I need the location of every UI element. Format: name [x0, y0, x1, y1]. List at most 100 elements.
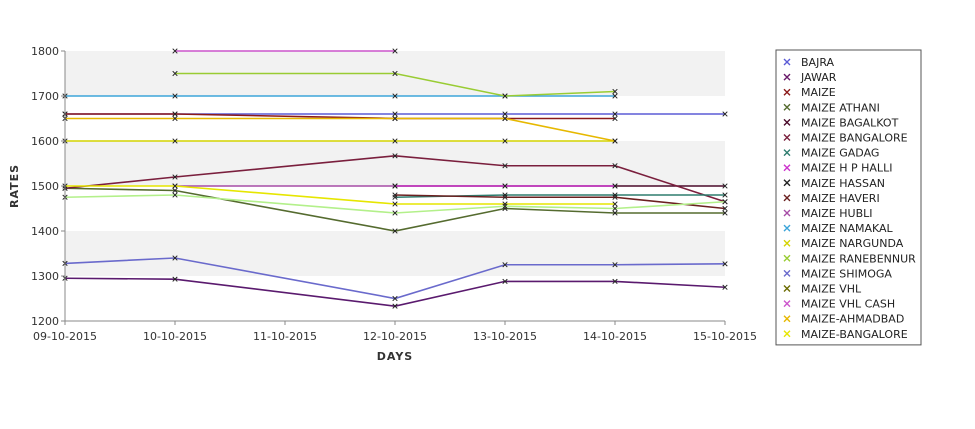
data-point: [392, 210, 398, 216]
data-point: [392, 93, 398, 99]
x-tick-label: 13-10-2015: [473, 330, 537, 343]
data-point: [172, 255, 178, 261]
legend-label: MAIZE ATHANI: [801, 101, 880, 114]
legend-item: JAWAR: [783, 71, 837, 84]
data-point: [722, 261, 728, 267]
data-point: [502, 183, 508, 189]
legend-label: MAIZE HUBLI: [801, 207, 872, 220]
y-tick-label: 1500: [31, 180, 59, 193]
legend-item: MAIZE NAMAKAL: [783, 222, 894, 235]
data-point: [502, 194, 508, 200]
data-point: [502, 115, 508, 122]
legend-item: MAIZE HUBLI: [783, 207, 872, 220]
data-point: [502, 203, 508, 209]
series-16: [172, 48, 398, 54]
data-point: [612, 205, 618, 212]
x-axis-title: DAYS: [377, 350, 413, 363]
series-9: [392, 192, 728, 212]
legend-marker: [783, 285, 791, 292]
data-point: [392, 48, 398, 54]
y-tick-label: 1700: [31, 90, 59, 103]
legend-marker: [783, 58, 791, 66]
series-13: [172, 70, 618, 99]
data-point: [392, 295, 398, 302]
legend-label: MAIZE HASSAN: [801, 177, 885, 190]
data-point: [612, 88, 618, 95]
y-tick-label: 1600: [31, 135, 59, 148]
legend-marker: [783, 269, 791, 277]
data-point: [172, 48, 178, 54]
y-tick-label: 1300: [31, 270, 59, 283]
legend-marker: [783, 118, 791, 126]
data-point: [502, 278, 508, 285]
data-point: [612, 183, 618, 189]
data-point: [612, 278, 618, 285]
data-point: [612, 138, 618, 144]
data-point: [392, 303, 398, 309]
data-point: [172, 111, 178, 117]
data-point: [502, 111, 508, 117]
legend-item: MAIZE ATHANI: [783, 101, 880, 114]
data-point: [392, 228, 398, 234]
data-point: [612, 115, 618, 122]
legend-item: MAIZE BAGALKOT: [783, 116, 899, 129]
legend-label: MAIZE H P HALLI: [801, 162, 892, 175]
series-line: [394, 194, 726, 210]
data-point: [502, 262, 508, 268]
legend-item: MAIZE GADAG: [783, 147, 879, 160]
data-point: [392, 192, 398, 198]
grid-band: [65, 141, 725, 186]
x-tick-labels: 09-10-2015 10-10-2015 11-10-2015 12-10-2015…: [33, 321, 757, 343]
y-tick-label: 1400: [31, 225, 59, 238]
series-18: [62, 183, 618, 207]
legend-label: MAIZE SHIMOGA: [801, 267, 892, 280]
series-17: [62, 115, 618, 144]
legend-item: MAIZE SHIMOGA: [783, 267, 892, 280]
data-point: [612, 194, 618, 200]
grid-band: [65, 231, 725, 276]
data-point: [612, 201, 618, 207]
x-tick-label: 11-10-2015: [253, 330, 317, 343]
data-point: [722, 205, 728, 212]
y-tick-label: 1800: [31, 45, 59, 58]
x-tick-label: 12-10-2015: [363, 330, 427, 343]
legend-marker: [783, 88, 791, 96]
legend-label: MAIZE-AHMADBAD: [801, 313, 904, 326]
data-point: [392, 201, 398, 207]
legend-marker: [783, 179, 791, 187]
series-line: [64, 257, 726, 300]
data-point: [502, 163, 508, 169]
x-tick-label: 10-10-2015: [143, 330, 207, 343]
series-14: [62, 255, 728, 302]
legend-marker: [783, 164, 791, 172]
legend-item: MAIZE VHL CASH: [783, 298, 895, 311]
data-point: [722, 210, 728, 216]
legend-label: MAIZE GADAG: [801, 147, 879, 160]
legend-label: MAIZE NAMAKAL: [801, 222, 894, 235]
legend: BAJRA JAWAR MAIZE MAIZE ATHANI MAIZE BAGALKO…: [775, 49, 922, 346]
data-point: [172, 187, 178, 194]
legend-item: BAJRA: [783, 56, 835, 69]
data-point: [502, 93, 508, 99]
legend-marker: [783, 149, 791, 157]
legend-label: MAIZE VHL CASH: [801, 298, 895, 311]
legend-item: MAIZE VHL: [783, 283, 862, 296]
data-point: [612, 111, 618, 117]
data-point: [172, 276, 178, 282]
series-line: [64, 194, 726, 214]
legend-item: MAIZE H P HALLI: [783, 162, 892, 175]
data-point: [722, 199, 728, 205]
legend-marker: [783, 300, 791, 308]
legend-item: MAIZE BANGALORE: [783, 132, 908, 145]
legend-marker: [783, 103, 791, 111]
legend-item: MAIZE NARGUNDA: [783, 237, 904, 250]
data-point: [392, 70, 398, 77]
data-point: [172, 192, 178, 198]
data-point: [722, 284, 728, 290]
y-axis-title: RATES: [8, 164, 21, 208]
legend-box: [775, 49, 922, 346]
legend-marker: [783, 134, 791, 141]
legend-label: MAIZE HAVERI: [801, 192, 880, 205]
legend-label: MAIZE NARGUNDA: [801, 237, 904, 250]
legend-label: MAIZE VHL: [801, 283, 862, 296]
